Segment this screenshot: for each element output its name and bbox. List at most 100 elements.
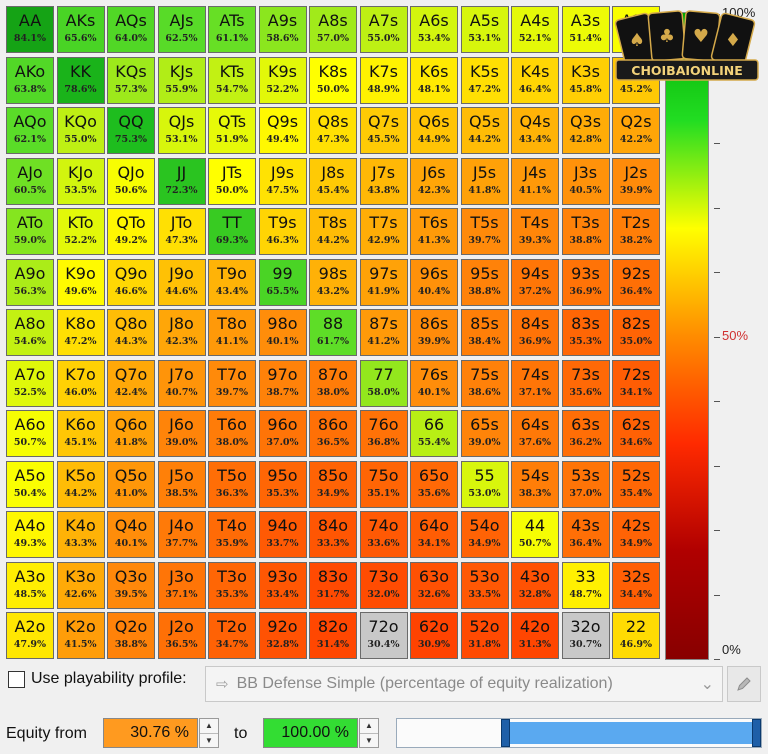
hand-cell-64s[interactable]: 64s 37.6% bbox=[511, 410, 559, 457]
hand-cell-73s[interactable]: 73s 35.6% bbox=[561, 359, 610, 407]
hand-cell-54o[interactable]: 54o 34.9% bbox=[460, 511, 509, 558]
hand-cell-T6o[interactable]: T6o 38.0% bbox=[208, 410, 256, 457]
hand-cell-K8o[interactable]: K8o 47.2% bbox=[56, 309, 105, 356]
hand-cell-95s[interactable]: 95s 38.8% bbox=[460, 258, 509, 306]
hand-cell-K3o[interactable]: K3o 42.6% bbox=[56, 561, 105, 609]
chevron-up-icon[interactable]: ▲ bbox=[205, 721, 213, 730]
hand-cell-T8o[interactable]: T8o 41.1% bbox=[208, 309, 256, 356]
hand-cell-22[interactable]: 22 46.9% bbox=[612, 612, 660, 659]
hand-cell-K2o[interactable]: K2o 41.5% bbox=[56, 612, 105, 659]
hand-cell-J9o[interactable]: J9o 44.6% bbox=[157, 258, 206, 306]
hand-cell-42s[interactable]: 42s 34.9% bbox=[612, 511, 660, 558]
hand-cell-K4o[interactable]: K4o 43.3% bbox=[56, 511, 105, 558]
hand-cell-A5s[interactable]: A5s 53.1% bbox=[460, 6, 509, 53]
hand-cell-55[interactable]: 55 53.0% bbox=[460, 460, 509, 508]
hand-cell-65o[interactable]: 65o 35.6% bbox=[410, 460, 458, 508]
hand-cell-42o[interactable]: 42o 31.3% bbox=[511, 612, 559, 659]
hand-cell-TT[interactable]: TT 69.3% bbox=[208, 208, 256, 255]
hand-cell-ATs[interactable]: ATs 61.1% bbox=[208, 6, 256, 53]
hand-cell-T3s[interactable]: T3s 38.8% bbox=[561, 208, 610, 255]
hand-cell-99[interactable]: 99 65.5% bbox=[258, 258, 307, 306]
hand-cell-95o[interactable]: 95o 35.3% bbox=[258, 460, 307, 508]
hand-cell-T9s[interactable]: T9s 46.3% bbox=[258, 208, 307, 255]
hand-cell-AQs[interactable]: AQs 64.0% bbox=[107, 6, 155, 53]
chevron-down-icon[interactable]: ▼ bbox=[360, 733, 378, 748]
hand-cell-J9s[interactable]: J9s 47.5% bbox=[258, 157, 307, 205]
hand-cell-Q6s[interactable]: Q6s 44.9% bbox=[410, 107, 458, 154]
hand-cell-Q9o[interactable]: Q9o 46.6% bbox=[107, 258, 155, 306]
hand-cell-Q5s[interactable]: Q5s 44.2% bbox=[460, 107, 509, 154]
hand-cell-72s[interactable]: 72s 34.1% bbox=[612, 359, 660, 407]
edit-profile-button[interactable] bbox=[727, 666, 761, 702]
hand-cell-53o[interactable]: 53o 33.5% bbox=[460, 561, 509, 609]
hand-cell-T8s[interactable]: T8s 44.2% bbox=[309, 208, 357, 255]
hand-cell-43o[interactable]: 43o 32.8% bbox=[511, 561, 559, 609]
hand-cell-96s[interactable]: 96s 40.4% bbox=[410, 258, 458, 306]
hand-cell-Q4s[interactable]: Q4s 43.4% bbox=[511, 107, 559, 154]
hand-cell-AQo[interactable]: AQo 62.1% bbox=[6, 107, 54, 154]
hand-cell-A9s[interactable]: A9s 58.6% bbox=[258, 6, 307, 53]
playability-profile-select[interactable]: ⇨ BB Defense Simple (percentage of equit… bbox=[205, 666, 723, 702]
hand-cell-J3s[interactable]: J3s 40.5% bbox=[561, 157, 610, 205]
hand-cell-87s[interactable]: 87s 41.2% bbox=[359, 309, 408, 356]
hand-cell-44[interactable]: 44 50.7% bbox=[511, 511, 559, 558]
hand-cell-87o[interactable]: 87o 38.0% bbox=[309, 359, 357, 407]
hand-cell-J7o[interactable]: J7o 40.7% bbox=[157, 359, 206, 407]
hand-cell-Q7o[interactable]: Q7o 42.4% bbox=[107, 359, 155, 407]
equity-from-input[interactable]: 30.76 % bbox=[103, 718, 198, 748]
hand-cell-A8s[interactable]: A8s 57.0% bbox=[309, 6, 357, 53]
hand-cell-52s[interactable]: 52s 35.4% bbox=[612, 460, 660, 508]
hand-cell-KQo[interactable]: KQo 55.0% bbox=[56, 107, 105, 154]
hand-cell-J3o[interactable]: J3o 37.1% bbox=[157, 561, 206, 609]
hand-cell-J8s[interactable]: J8s 45.4% bbox=[309, 157, 357, 205]
hand-cell-K3s[interactable]: K3s 45.8% bbox=[561, 56, 610, 104]
hand-cell-J5s[interactable]: J5s 41.8% bbox=[460, 157, 509, 205]
hand-cell-J2s[interactable]: J2s 39.9% bbox=[612, 157, 660, 205]
chevron-down-icon[interactable]: ▼ bbox=[200, 733, 218, 748]
equity-from-stepper[interactable]: ▲ ▼ bbox=[199, 718, 219, 748]
hand-cell-QQ[interactable]: QQ 75.3% bbox=[107, 107, 155, 154]
hand-cell-QTs[interactable]: QTs 51.9% bbox=[208, 107, 256, 154]
hand-cell-T4o[interactable]: T4o 35.9% bbox=[208, 511, 256, 558]
hand-cell-84o[interactable]: 84o 33.3% bbox=[309, 511, 357, 558]
hand-cell-AA[interactable]: AA 84.1% bbox=[6, 6, 54, 53]
range-handle-low[interactable] bbox=[501, 719, 510, 747]
hand-cell-T9o[interactable]: T9o 43.4% bbox=[208, 258, 256, 306]
hand-cell-33[interactable]: 33 48.7% bbox=[561, 561, 610, 609]
hand-cell-Q6o[interactable]: Q6o 41.8% bbox=[107, 410, 155, 457]
hand-cell-52o[interactable]: 52o 31.8% bbox=[460, 612, 509, 659]
hand-cell-86o[interactable]: 86o 36.5% bbox=[309, 410, 357, 457]
hand-cell-32o[interactable]: 32o 30.7% bbox=[561, 612, 610, 659]
hand-cell-K7s[interactable]: K7s 48.9% bbox=[359, 56, 408, 104]
hand-cell-Q2s[interactable]: Q2s 42.2% bbox=[612, 107, 660, 154]
equity-to-input[interactable]: 100.00 % bbox=[263, 718, 358, 748]
hand-cell-K6s[interactable]: K6s 48.1% bbox=[410, 56, 458, 104]
hand-cell-Q3s[interactable]: Q3s 42.8% bbox=[561, 107, 610, 154]
hand-cell-KJo[interactable]: KJo 53.5% bbox=[56, 157, 105, 205]
equity-to-stepper[interactable]: ▲ ▼ bbox=[359, 718, 379, 748]
hand-cell-T2s[interactable]: T2s 38.2% bbox=[612, 208, 660, 255]
hand-cell-32s[interactable]: 32s 34.4% bbox=[612, 561, 660, 609]
hand-cell-Q8s[interactable]: Q8s 47.3% bbox=[309, 107, 357, 154]
hand-cell-A4o[interactable]: A4o 49.3% bbox=[6, 511, 54, 558]
hand-cell-98s[interactable]: 98s 43.2% bbox=[309, 258, 357, 306]
hand-cell-K9o[interactable]: K9o 49.6% bbox=[56, 258, 105, 306]
hand-cell-KK[interactable]: KK 78.6% bbox=[56, 56, 105, 104]
hand-cell-43s[interactable]: 43s 36.4% bbox=[561, 511, 610, 558]
hand-cell-AJs[interactable]: AJs 62.5% bbox=[157, 6, 206, 53]
hand-cell-A3o[interactable]: A3o 48.5% bbox=[6, 561, 54, 609]
hand-cell-KQs[interactable]: KQs 57.3% bbox=[107, 56, 155, 104]
hand-cell-JTs[interactable]: JTs 50.0% bbox=[208, 157, 256, 205]
hand-cell-94s[interactable]: 94s 37.2% bbox=[511, 258, 559, 306]
hand-cell-Q5o[interactable]: Q5o 41.0% bbox=[107, 460, 155, 508]
hand-cell-62o[interactable]: 62o 30.9% bbox=[410, 612, 458, 659]
hand-cell-Q9s[interactable]: Q9s 49.4% bbox=[258, 107, 307, 154]
hand-cell-77[interactable]: 77 58.0% bbox=[359, 359, 408, 407]
hand-cell-Q2o[interactable]: Q2o 38.8% bbox=[107, 612, 155, 659]
chevron-up-icon[interactable]: ▲ bbox=[365, 721, 373, 730]
range-handle-high[interactable] bbox=[752, 719, 761, 747]
hand-cell-82o[interactable]: 82o 31.4% bbox=[309, 612, 357, 659]
hand-cell-97s[interactable]: 97s 41.9% bbox=[359, 258, 408, 306]
hand-cell-JTo[interactable]: JTo 47.3% bbox=[157, 208, 206, 255]
hand-cell-KTs[interactable]: KTs 54.7% bbox=[208, 56, 256, 104]
